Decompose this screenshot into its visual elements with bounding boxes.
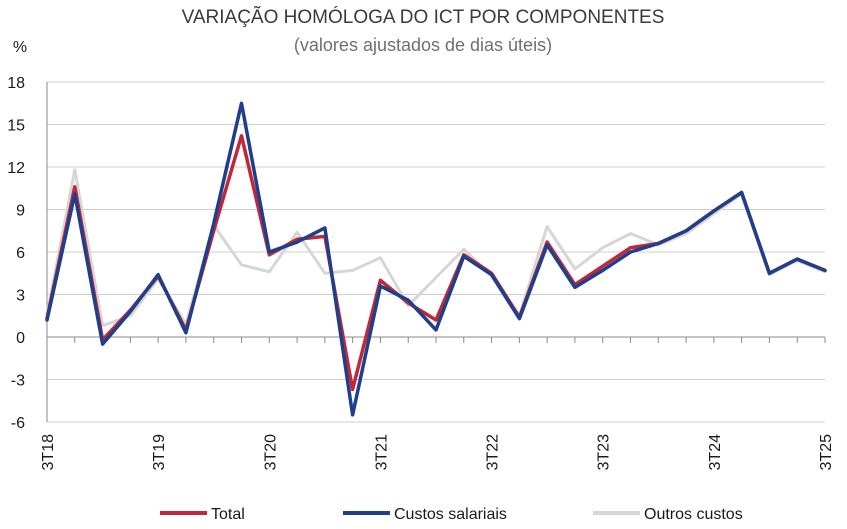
legend: Total Custos salariais Outros custos — [160, 506, 743, 523]
x-tick-label: 3T23 — [596, 434, 613, 471]
y-tick-label: 18 — [7, 75, 25, 92]
chart-subtitle: (valores ajustados de dias úteis) — [294, 35, 552, 55]
y-axis-unit-label: % — [13, 39, 27, 56]
x-tick-label: 3T22 — [485, 434, 502, 471]
y-tick-label: 6 — [16, 245, 25, 262]
y-tick-label: -3 — [11, 373, 25, 390]
legend-label-total: Total — [211, 506, 245, 523]
legend-label-custos-salariais: Custos salariais — [394, 506, 507, 523]
x-tick-label: 3T18 — [40, 434, 57, 471]
x-tick-label: 3T19 — [151, 434, 168, 471]
chart-title: VARIAÇÃO HOMÓLOGA DO ICT POR COMPONENTES — [182, 6, 665, 28]
y-tick-label: 15 — [7, 118, 25, 135]
series-line-custos-salariais — [45, 101, 827, 417]
grid-layer — [47, 81, 825, 423]
legend-label-outros-custos: Outros custos — [644, 506, 743, 523]
x-tick-label: 3T21 — [373, 434, 390, 471]
y-tick-label: 9 — [16, 203, 25, 220]
x-tick-label: 3T25 — [818, 434, 835, 471]
series-layer — [45, 101, 827, 417]
y-tick-label: 12 — [7, 160, 25, 177]
series-line-total — [45, 134, 827, 392]
axis-layer: -6 -3 0 3 6 9 12 15 18 3T18 3T19 3T20 3T21 3T22 3T23 3T… — [7, 75, 835, 470]
y-tick-label: 3 — [16, 288, 25, 305]
x-tick-label: 3T24 — [707, 434, 724, 471]
y-tick-label: -6 — [11, 415, 25, 432]
y-tick-label: 0 — [16, 330, 25, 347]
x-tick-label: 3T20 — [262, 434, 279, 471]
series-line-outros-custos — [45, 168, 827, 328]
